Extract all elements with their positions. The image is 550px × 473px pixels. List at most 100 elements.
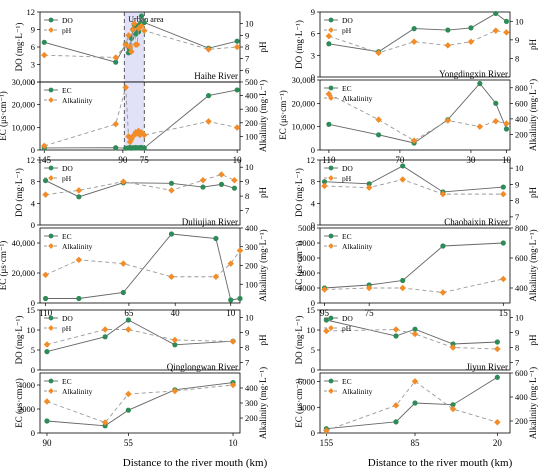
y-left-title: DO (mg·L⁻¹) [294,20,304,69]
ph-point [449,344,457,351]
do-point [493,10,499,17]
alkalinity-point [120,260,127,267]
river-name: Duliujian River [182,217,238,227]
y-left-tick-label: 0 [311,72,315,82]
y-left-tick-label: 4000 [18,380,35,390]
ec-point [76,295,82,302]
y-right-tick-label: 10 [245,19,254,29]
y-right-tick-label: 200 [245,413,258,423]
ph-point [131,20,138,27]
y-right-tick-label: 300 [245,242,258,252]
plot-frame [39,159,241,226]
do-line [326,319,498,345]
ph-point [218,171,225,178]
alkalinity-point [42,271,49,279]
y-left-title: EC (μs·cm⁻¹) [0,241,8,291]
y-right-tick-label: 7 [515,212,519,222]
y-left-tick-label: 2000 [18,404,35,414]
ph-point [444,42,452,49]
do-line [328,12,507,53]
ph-point [171,336,179,344]
legend-marker [328,27,334,33]
do-point [366,181,372,187]
do-point [503,18,510,24]
legend-marker [328,17,334,23]
y-left-tick-label: 15 [27,305,36,315]
y-left-tick-label: 0 [311,365,315,375]
legend-label: EC [62,232,72,241]
y-left-tick-label: 0 [311,428,315,438]
y-left-tick-label: 9 [31,25,35,35]
ph-point [199,176,207,184]
ph-point [323,327,330,335]
legend-label: pH [62,174,72,183]
ph-point [467,38,475,45]
legend-marker [48,325,54,331]
x-tick-label: 40 [171,308,181,318]
y-right-tick-label: 200 [515,129,528,139]
ec-point [213,235,219,242]
legend-label: Alkalinity [342,94,373,103]
alkalinity-point [122,84,129,91]
plot-frame [319,309,511,371]
y-right-title: pH [258,41,268,53]
ec-point [141,145,147,151]
y-right-tick-label: 8 [515,196,519,206]
do-point [323,317,329,323]
do-point [450,341,456,347]
legend-label: pH [62,324,72,333]
alkalinity-point [439,289,447,296]
y-right-tick-label: 8 [515,53,519,63]
y-right-tick-label: 300 [245,398,258,408]
y-right-tick-label: 400 [245,383,258,393]
alkalinity-point [233,124,241,131]
ph-point [75,187,83,194]
ph-point [229,338,237,345]
ec-point [205,93,212,99]
y-right-tick-label: 9 [515,328,519,338]
do-point [411,26,417,32]
ec-point [477,80,483,87]
ec-point [494,374,500,380]
legend-label: DO [342,16,353,25]
ph-line [44,23,238,58]
x-tick-label: 75 [365,308,375,318]
legend-label: Alkalinity [342,387,373,396]
y-left-title: DO (mg·L⁻¹) [14,23,24,72]
y-right-title: pH [258,187,268,199]
do-line [45,180,235,198]
ph-point [112,54,119,61]
alkalinity-point [375,116,382,123]
y-left-tick-label: 20,000 [12,100,35,110]
y-left-title: DO (mg·L⁻¹) [294,168,304,217]
legend-marker [328,388,334,394]
do-point [76,194,82,200]
do-point [41,39,47,45]
y-left-tick-label: 10,000 [292,122,315,132]
y-left-tick-label: 4 [311,198,316,208]
legend-label: EC [342,84,352,93]
alkalinity-point [476,123,484,130]
ec-point [440,243,446,249]
legend-marker [48,388,54,394]
y-right-title: Alkalinity (mg·L⁻¹) [528,79,538,151]
y-left-tick-label: 0 [311,145,315,155]
y-left-tick-label: 12 [27,155,36,165]
legend-marker [48,315,54,321]
ec-point [120,289,126,296]
ec-point [400,277,406,284]
y-right-title: Alkalinity (mg·L⁻¹) [258,367,268,439]
y-left-tick-label: 0 [31,298,35,308]
y-left-tick-label: 4000 [298,238,315,248]
y-left-title: EC (μs·cm⁻¹) [278,90,288,140]
ph-point [439,190,447,198]
legend-label: EC [342,232,352,241]
x-tick-label: 155 [320,438,334,448]
alkalinity-point [229,381,237,389]
y-right-title: pH [528,334,538,346]
